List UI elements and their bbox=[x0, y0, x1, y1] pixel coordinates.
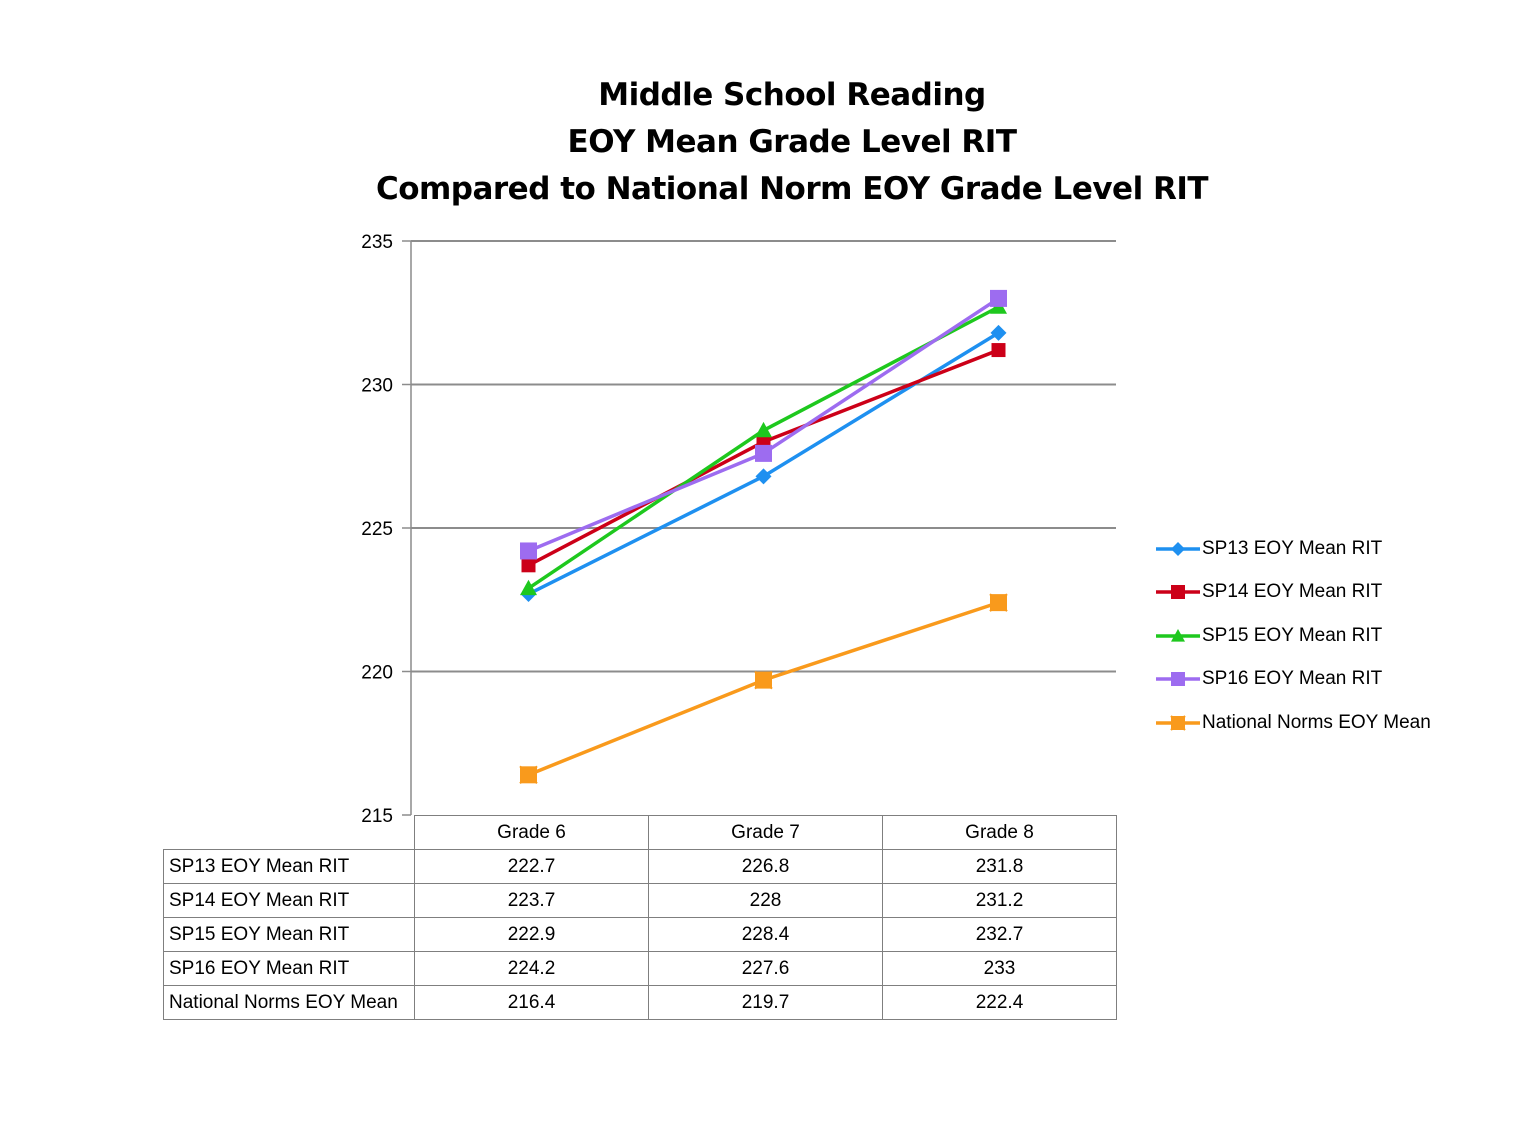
data-point-marker bbox=[755, 444, 772, 462]
legend-swatch bbox=[1156, 541, 1200, 556]
series-line bbox=[527, 331, 1000, 596]
y-tick-label: 225 bbox=[361, 519, 393, 540]
legend-marker bbox=[1171, 541, 1185, 556]
data-table: Grade 6 Grade 7 Grade 8 SP13 EOY Mean RIT 22… bbox=[163, 815, 1117, 1020]
chart-title-line-3: Compared to National Norm EOY Grade Leve… bbox=[375, 171, 1209, 207]
table-cell-value: 233 bbox=[882, 951, 1117, 986]
table-cell-value: 222.7 bbox=[414, 849, 649, 884]
legend-item: National Norms EOY Mean bbox=[1156, 701, 1431, 745]
legend-marker bbox=[1171, 672, 1185, 687]
y-tick-label: 230 bbox=[361, 376, 393, 397]
legend-label: SP16 EOY Mean RIT bbox=[1202, 668, 1383, 690]
data-point-marker bbox=[520, 579, 537, 596]
legend-label: SP13 EOY Mean RIT bbox=[1202, 537, 1383, 559]
table-row-label: SP13 EOY Mean RIT bbox=[163, 849, 415, 884]
table-row: National Norms EOY Mean 216.4 219.7 222.4 bbox=[163, 985, 1117, 1020]
table-header-row: Grade 6 Grade 7 Grade 8 bbox=[163, 815, 1117, 850]
chart-title: Middle School Reading EOY Mean Grade Lev… bbox=[0, 72, 1536, 213]
legend-marker bbox=[1171, 585, 1185, 600]
legend-swatch bbox=[1156, 585, 1200, 600]
legend-swatch bbox=[1156, 628, 1200, 642]
data-point-marker bbox=[755, 421, 772, 438]
chart-title-line-2: EOY Mean Grade Level RIT bbox=[567, 124, 1017, 160]
table-cell-value: 231.2 bbox=[882, 883, 1117, 918]
legend-swatch bbox=[1156, 715, 1200, 731]
table-cell-value: 222.9 bbox=[414, 917, 649, 952]
table-row: SP14 EOY Mean RIT 223.7 228 231.2 bbox=[163, 883, 1117, 918]
table-cell-value: 228.4 bbox=[648, 917, 883, 952]
series-line bbox=[527, 600, 1000, 777]
table-cell-value: 228 bbox=[648, 883, 883, 918]
table-cell-value: 216.4 bbox=[414, 985, 649, 1020]
data-point-marker bbox=[990, 289, 1007, 307]
series-1 bbox=[520, 324, 1007, 603]
legend-label: SP15 EOY Mean RIT bbox=[1202, 624, 1383, 646]
data-point-marker bbox=[755, 468, 772, 485]
series-4 bbox=[520, 289, 1007, 560]
table-row-label: SP16 EOY Mean RIT bbox=[163, 951, 415, 986]
table-row: SP15 EOY Mean RIT 222.9 228.4 232.7 bbox=[163, 917, 1117, 952]
table-cell-value: 227.6 bbox=[648, 951, 883, 986]
legend-swatch bbox=[1156, 672, 1200, 687]
legend-marker bbox=[1171, 628, 1185, 642]
table-row: SP13 EOY Mean RIT 222.7 226.8 231.8 bbox=[163, 849, 1117, 884]
legend-item: SP15 EOY Mean RIT bbox=[1156, 614, 1431, 658]
x-category-label: Grade 8 bbox=[882, 815, 1117, 850]
data-point-marker bbox=[991, 343, 1006, 358]
legend-label: National Norms EOY Mean bbox=[1202, 711, 1431, 733]
legend-label: SP14 EOY Mean RIT bbox=[1202, 581, 1383, 603]
legend-item: SP16 EOY Mean RIT bbox=[1156, 658, 1431, 702]
table-row-label: SP15 EOY Mean RIT bbox=[163, 917, 415, 952]
table-cell-value: 226.8 bbox=[648, 849, 883, 884]
series-layer bbox=[519, 289, 1008, 785]
table-cell-value: 232.7 bbox=[882, 917, 1117, 952]
data-point-marker bbox=[520, 542, 537, 560]
table-cell-value: 222.4 bbox=[882, 985, 1117, 1020]
y-tick-label: 235 bbox=[361, 232, 393, 253]
table-row: SP16 EOY Mean RIT 224.2 227.6 233 bbox=[163, 951, 1117, 986]
table-row-label: SP14 EOY Mean RIT bbox=[163, 883, 415, 918]
table-cell-value: 224.2 bbox=[414, 951, 649, 986]
legend-item: SP13 EOY Mean RIT bbox=[1156, 527, 1431, 571]
series-5 bbox=[519, 593, 1008, 785]
x-category-label: Grade 7 bbox=[648, 815, 883, 850]
table-cell-value: 231.8 bbox=[882, 849, 1117, 884]
x-category-label: Grade 6 bbox=[414, 815, 649, 850]
legend: SP13 EOY Mean RIT SP14 EOY Mean RIT SP15 E… bbox=[1156, 527, 1431, 745]
data-point-marker bbox=[521, 558, 536, 573]
data-point-marker bbox=[990, 324, 1007, 341]
chart-title-line-1: Middle School Reading bbox=[598, 77, 986, 113]
y-tick-label: 220 bbox=[361, 663, 393, 684]
gridlines bbox=[411, 240, 1116, 673]
table-row-label: National Norms EOY Mean bbox=[163, 985, 415, 1020]
table-cell-value: 219.7 bbox=[648, 985, 883, 1020]
table-corner bbox=[163, 815, 415, 850]
legend-item: SP14 EOY Mean RIT bbox=[1156, 571, 1431, 615]
table-cell-value: 223.7 bbox=[414, 883, 649, 918]
